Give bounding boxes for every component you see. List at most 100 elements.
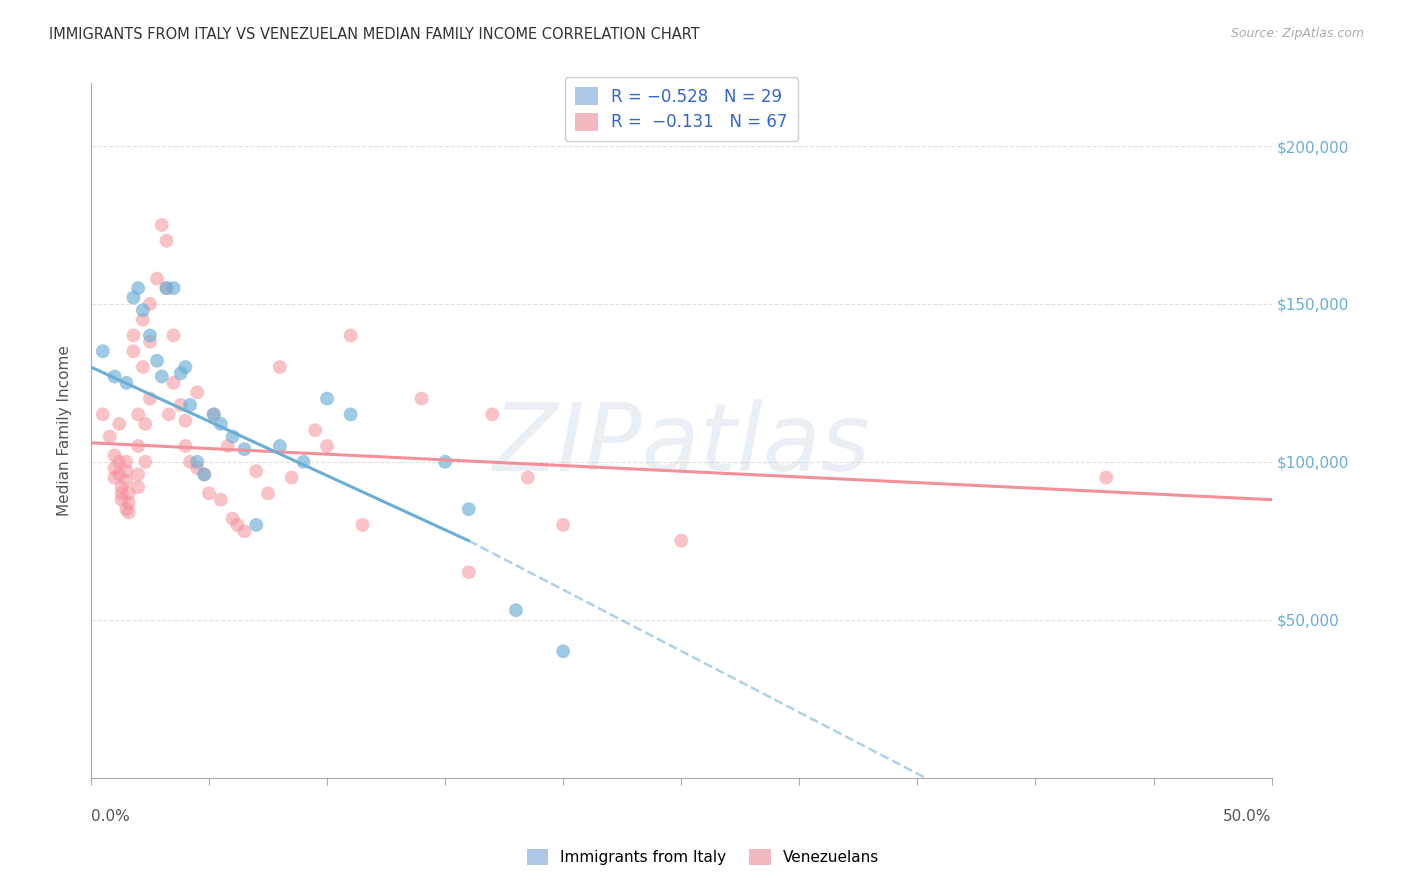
Text: IMMIGRANTS FROM ITALY VS VENEZUELAN MEDIAN FAMILY INCOME CORRELATION CHART: IMMIGRANTS FROM ITALY VS VENEZUELAN MEDI… xyxy=(49,27,700,42)
Text: Source: ZipAtlas.com: Source: ZipAtlas.com xyxy=(1230,27,1364,40)
Point xyxy=(339,328,361,343)
Point xyxy=(169,398,191,412)
Point xyxy=(209,492,232,507)
Point xyxy=(179,398,201,412)
Point xyxy=(553,518,575,533)
Point xyxy=(103,369,125,384)
Point xyxy=(553,644,575,658)
Legend: R = −0.528   N = 29, R =  −0.131   N = 67: R = −0.528 N = 29, R = −0.131 N = 67 xyxy=(565,78,797,141)
Point xyxy=(127,467,149,482)
Point xyxy=(111,492,134,507)
Point xyxy=(122,291,145,305)
Y-axis label: Median Family Income: Median Family Income xyxy=(58,345,72,516)
Point xyxy=(162,376,184,390)
Point xyxy=(118,496,141,510)
Point xyxy=(115,502,138,516)
Point xyxy=(139,328,162,343)
Point xyxy=(202,408,225,422)
Point xyxy=(209,417,232,431)
Point xyxy=(233,524,256,539)
Text: ZIPatlas: ZIPatlas xyxy=(492,399,870,490)
Point xyxy=(671,533,693,548)
Point xyxy=(202,408,225,422)
Point xyxy=(132,359,155,374)
Point xyxy=(179,455,201,469)
Point xyxy=(127,281,149,295)
Point xyxy=(193,467,215,482)
Point xyxy=(146,271,169,285)
Point xyxy=(174,359,197,374)
Point xyxy=(221,511,243,525)
Point xyxy=(162,328,184,343)
Text: 0.0%: 0.0% xyxy=(91,809,129,824)
Point xyxy=(134,417,156,431)
Point xyxy=(186,385,208,400)
Point xyxy=(434,455,457,469)
Point xyxy=(481,408,503,422)
Point xyxy=(132,303,155,318)
Point xyxy=(118,505,141,519)
Point xyxy=(157,408,180,422)
Point xyxy=(155,281,177,295)
Point xyxy=(115,474,138,488)
Point xyxy=(1095,470,1118,484)
Point xyxy=(155,234,177,248)
Point xyxy=(98,429,121,443)
Point xyxy=(134,455,156,469)
Point xyxy=(146,353,169,368)
Point xyxy=(139,392,162,406)
Point xyxy=(245,518,267,533)
Point xyxy=(122,328,145,343)
Point xyxy=(155,281,177,295)
Point xyxy=(127,480,149,494)
Point xyxy=(115,376,138,390)
Point xyxy=(118,486,141,500)
Point xyxy=(162,281,184,295)
Point xyxy=(91,408,114,422)
Point xyxy=(174,439,197,453)
Point xyxy=(174,414,197,428)
Point xyxy=(132,312,155,326)
Point xyxy=(339,408,361,422)
Point xyxy=(245,464,267,478)
Point xyxy=(233,442,256,457)
Point xyxy=(127,408,149,422)
Point xyxy=(108,417,131,431)
Point xyxy=(122,344,145,359)
Point xyxy=(221,429,243,443)
Point xyxy=(108,455,131,469)
Point xyxy=(115,455,138,469)
Point xyxy=(217,439,239,453)
Point xyxy=(91,344,114,359)
Point xyxy=(186,455,208,469)
Point xyxy=(103,470,125,484)
Point xyxy=(505,603,527,617)
Point xyxy=(198,486,221,500)
Point xyxy=(269,439,291,453)
Point xyxy=(111,486,134,500)
Point xyxy=(304,423,326,437)
Legend: Immigrants from Italy, Venezuelans: Immigrants from Italy, Venezuelans xyxy=(520,843,886,871)
Point xyxy=(169,367,191,381)
Point xyxy=(139,334,162,349)
Point xyxy=(280,470,302,484)
Point xyxy=(292,455,315,469)
Point xyxy=(103,461,125,475)
Point xyxy=(352,518,374,533)
Point xyxy=(226,518,249,533)
Point xyxy=(127,439,149,453)
Point xyxy=(269,359,291,374)
Point xyxy=(139,297,162,311)
Point xyxy=(150,218,173,232)
Point xyxy=(108,467,131,482)
Point xyxy=(150,369,173,384)
Point xyxy=(316,392,339,406)
Point xyxy=(257,486,280,500)
Point xyxy=(103,449,125,463)
Point xyxy=(316,439,339,453)
Point xyxy=(111,480,134,494)
Text: 50.0%: 50.0% xyxy=(1223,809,1271,824)
Point xyxy=(115,464,138,478)
Point xyxy=(516,470,538,484)
Point xyxy=(411,392,433,406)
